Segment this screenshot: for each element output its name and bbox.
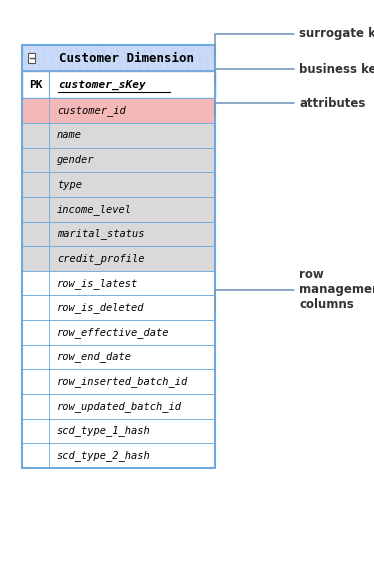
FancyBboxPatch shape — [22, 221, 215, 246]
FancyBboxPatch shape — [22, 271, 215, 295]
Text: gender: gender — [57, 155, 94, 165]
Text: Customer Dimension: Customer Dimension — [59, 52, 194, 65]
FancyBboxPatch shape — [22, 123, 215, 148]
Text: surrogate key: surrogate key — [215, 28, 374, 57]
FancyBboxPatch shape — [22, 172, 215, 197]
FancyBboxPatch shape — [22, 98, 215, 123]
Text: income_level: income_level — [57, 204, 132, 215]
Text: scd_type_2_hash: scd_type_2_hash — [57, 450, 151, 461]
FancyBboxPatch shape — [22, 443, 215, 468]
Text: type: type — [57, 179, 82, 190]
FancyBboxPatch shape — [22, 197, 215, 221]
Text: row_end_date: row_end_date — [57, 351, 132, 362]
Text: scd_type_1_hash: scd_type_1_hash — [57, 426, 151, 436]
FancyBboxPatch shape — [22, 345, 215, 369]
Text: row
management
columns: row management columns — [215, 268, 374, 311]
FancyBboxPatch shape — [22, 418, 215, 443]
Text: marital_status: marital_status — [57, 229, 144, 239]
FancyBboxPatch shape — [22, 148, 215, 172]
Text: credit_profile: credit_profile — [57, 253, 144, 264]
FancyBboxPatch shape — [22, 71, 215, 98]
FancyBboxPatch shape — [22, 246, 215, 271]
Text: PK: PK — [29, 80, 42, 90]
FancyBboxPatch shape — [22, 295, 215, 320]
Text: customer_sKey: customer_sKey — [58, 80, 146, 90]
Text: row_is_deleted: row_is_deleted — [57, 302, 144, 313]
FancyBboxPatch shape — [22, 394, 215, 418]
FancyBboxPatch shape — [22, 45, 215, 71]
Text: customer_id: customer_id — [57, 105, 126, 116]
FancyBboxPatch shape — [28, 53, 35, 63]
Text: attributes: attributes — [215, 97, 365, 116]
Text: row_is_latest: row_is_latest — [57, 278, 138, 289]
FancyBboxPatch shape — [22, 320, 215, 345]
Text: row_inserted_batch_id: row_inserted_batch_id — [57, 376, 188, 387]
Text: name: name — [57, 130, 82, 140]
FancyBboxPatch shape — [22, 369, 215, 394]
Text: row_updated_batch_id: row_updated_batch_id — [57, 401, 182, 411]
Text: row_effective_date: row_effective_date — [57, 327, 169, 338]
Text: business key: business key — [215, 63, 374, 85]
